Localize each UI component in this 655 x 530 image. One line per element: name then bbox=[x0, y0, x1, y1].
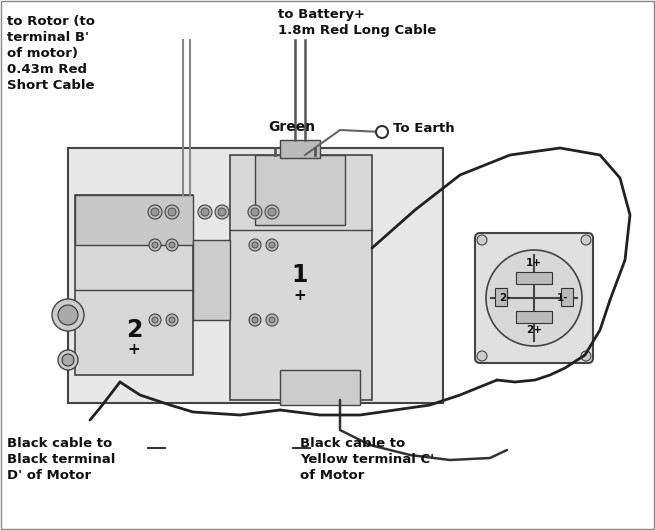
Circle shape bbox=[52, 299, 84, 331]
Circle shape bbox=[62, 354, 74, 366]
Circle shape bbox=[581, 235, 591, 245]
Circle shape bbox=[581, 351, 591, 361]
Circle shape bbox=[249, 314, 261, 326]
Circle shape bbox=[166, 239, 178, 251]
Text: 1: 1 bbox=[292, 263, 309, 287]
Text: Green: Green bbox=[268, 120, 315, 134]
Circle shape bbox=[166, 314, 178, 326]
Text: 1+: 1+ bbox=[526, 258, 542, 268]
Circle shape bbox=[165, 205, 179, 219]
Circle shape bbox=[248, 205, 262, 219]
Circle shape bbox=[152, 242, 158, 248]
Bar bbox=[495, 288, 507, 306]
Bar bbox=[280, 370, 360, 405]
Circle shape bbox=[251, 208, 259, 216]
Circle shape bbox=[249, 239, 261, 251]
Text: 2: 2 bbox=[126, 318, 142, 342]
Text: +: + bbox=[293, 287, 307, 303]
Circle shape bbox=[218, 208, 226, 216]
Circle shape bbox=[201, 208, 209, 216]
Bar bbox=[516, 311, 552, 323]
Bar bbox=[280, 140, 320, 158]
Bar bbox=[230, 155, 372, 400]
FancyBboxPatch shape bbox=[475, 233, 593, 363]
Text: 2-: 2- bbox=[499, 293, 511, 303]
Text: To Earth: To Earth bbox=[393, 121, 455, 135]
Text: Black cable to
Black terminal
D' of Motor: Black cable to Black terminal D' of Moto… bbox=[7, 437, 115, 482]
Circle shape bbox=[149, 314, 161, 326]
Bar bbox=[68, 148, 443, 403]
Bar bbox=[561, 288, 573, 306]
Bar bbox=[193, 240, 230, 320]
Circle shape bbox=[269, 242, 275, 248]
Bar bbox=[75, 195, 193, 375]
Circle shape bbox=[265, 205, 279, 219]
Circle shape bbox=[268, 208, 276, 216]
Circle shape bbox=[58, 305, 78, 325]
Circle shape bbox=[149, 239, 161, 251]
Circle shape bbox=[215, 205, 229, 219]
Circle shape bbox=[148, 205, 162, 219]
Circle shape bbox=[58, 350, 78, 370]
Circle shape bbox=[169, 242, 175, 248]
Circle shape bbox=[376, 126, 388, 138]
Circle shape bbox=[269, 317, 275, 323]
Circle shape bbox=[266, 314, 278, 326]
Text: to Rotor (to
terminal B'
of motor)
0.43m Red
Short Cable: to Rotor (to terminal B' of motor) 0.43m… bbox=[7, 15, 95, 92]
Text: 1-: 1- bbox=[557, 293, 569, 303]
Circle shape bbox=[477, 351, 487, 361]
Circle shape bbox=[198, 205, 212, 219]
Bar bbox=[516, 272, 552, 284]
Text: 2+: 2+ bbox=[526, 325, 542, 335]
Bar bbox=[255, 155, 345, 225]
Circle shape bbox=[168, 208, 176, 216]
Bar bbox=[75, 195, 193, 245]
Circle shape bbox=[151, 208, 159, 216]
Circle shape bbox=[252, 242, 258, 248]
Circle shape bbox=[152, 317, 158, 323]
Circle shape bbox=[486, 250, 582, 346]
Circle shape bbox=[169, 317, 175, 323]
Circle shape bbox=[266, 239, 278, 251]
Circle shape bbox=[477, 235, 487, 245]
Text: Black cable to
Yellow terminal C'
of Motor: Black cable to Yellow terminal C' of Mot… bbox=[300, 437, 434, 482]
Text: to Battery+
1.8m Red Long Cable: to Battery+ 1.8m Red Long Cable bbox=[278, 8, 436, 37]
Circle shape bbox=[252, 317, 258, 323]
Text: +: + bbox=[128, 342, 140, 358]
